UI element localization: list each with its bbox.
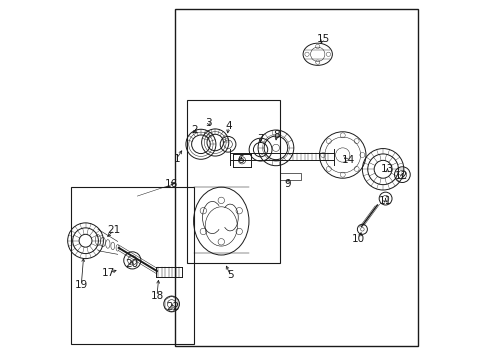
Text: 22: 22 — [166, 302, 179, 312]
Text: 4: 4 — [224, 121, 231, 131]
Text: 16: 16 — [164, 179, 178, 189]
Text: 1: 1 — [173, 154, 180, 163]
Text: 5: 5 — [226, 270, 233, 280]
Text: 17: 17 — [102, 268, 115, 278]
Bar — [186, 100, 279, 263]
Text: 10: 10 — [351, 234, 365, 244]
Text: 9: 9 — [284, 179, 290, 189]
Bar — [279, 173, 300, 180]
Text: 3: 3 — [205, 118, 212, 128]
Text: 20: 20 — [125, 259, 138, 269]
Text: 2: 2 — [191, 125, 198, 135]
Text: 15: 15 — [316, 34, 329, 44]
Bar — [175, 9, 417, 346]
Text: 12: 12 — [394, 171, 407, 181]
Text: 8: 8 — [273, 130, 280, 140]
Text: 11: 11 — [378, 197, 391, 206]
Text: 13: 13 — [380, 164, 393, 174]
Text: 19: 19 — [75, 280, 88, 291]
Text: 6: 6 — [237, 156, 244, 165]
Text: 18: 18 — [150, 291, 163, 301]
Text: 7: 7 — [257, 134, 264, 144]
Bar — [71, 187, 194, 344]
Text: 21: 21 — [107, 225, 121, 235]
Text: 14: 14 — [341, 156, 354, 165]
